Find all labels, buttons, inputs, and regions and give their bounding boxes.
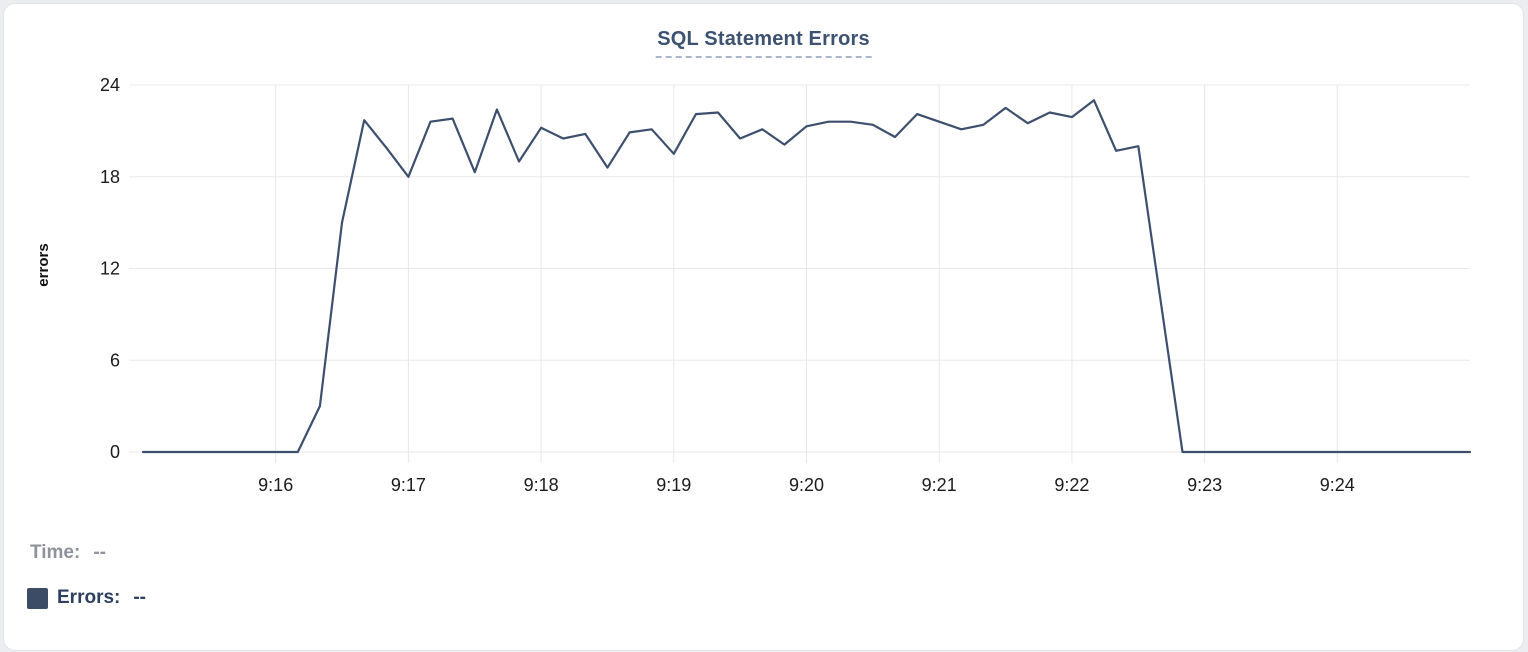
chart-title[interactable]: SQL Statement Errors <box>655 28 872 58</box>
x-tick-label: 9:20 <box>789 475 824 495</box>
errors-series-swatch[interactable] <box>27 587 48 609</box>
y-axis-title: errors <box>35 243 52 286</box>
y-tick-label: 18 <box>100 167 120 187</box>
y-tick-label: 24 <box>100 75 120 95</box>
x-tick-label: 9:17 <box>391 475 426 495</box>
legend-time-row: Time: -- <box>30 542 106 564</box>
y-tick-label: 6 <box>110 350 120 370</box>
x-tick-label: 9:16 <box>258 475 293 495</box>
x-tick-label: 9:21 <box>922 475 957 495</box>
x-tick-label: 9:22 <box>1054 475 1089 495</box>
x-tick-label: 9:24 <box>1320 475 1355 495</box>
y-tick-label: 0 <box>110 442 120 462</box>
errors-line-chart[interactable]: 0 6 12 18 24 9:16 9:17 9:18 9:19 9:20 9:21 9:22 9:23… <box>4 4 1524 648</box>
chart-card: SQL Statement Errors 0 6 12 18 24 9:16 9:17 9:1… <box>3 3 1524 651</box>
y-tick-label: 12 <box>100 259 120 279</box>
legend-time-value: -- <box>93 542 106 563</box>
x-tick-label: 9:18 <box>524 475 559 495</box>
errors-series-line[interactable] <box>141 99 1472 454</box>
x-tick-label: 9:19 <box>656 475 691 495</box>
legend-errors-label: Errors: <box>57 587 121 608</box>
legend-time-label: Time: <box>30 542 81 563</box>
legend-errors-row[interactable]: Errors: -- <box>27 587 146 609</box>
x-tick-label: 9:23 <box>1187 475 1222 495</box>
legend-errors-value: -- <box>133 587 147 608</box>
